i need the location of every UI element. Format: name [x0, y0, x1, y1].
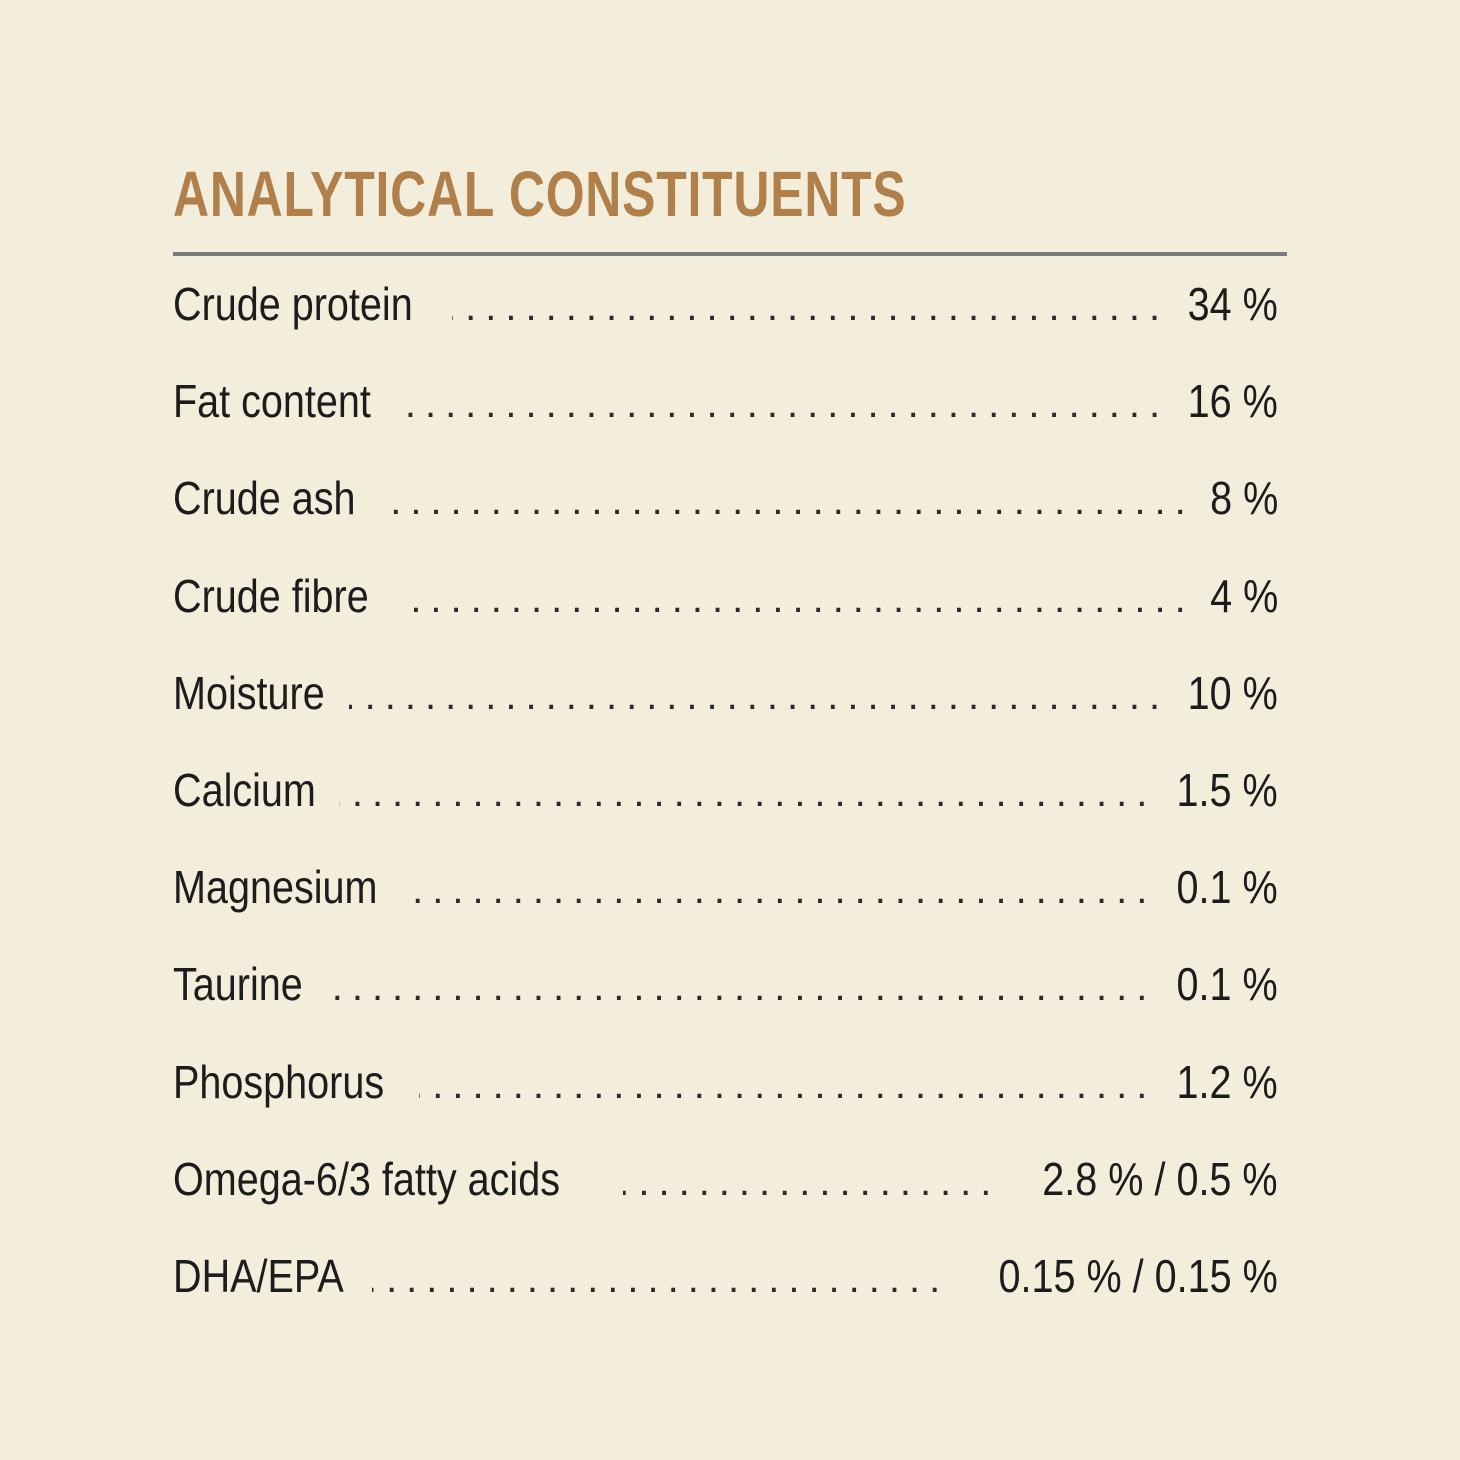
dot-leader: ........................................… [411, 868, 1157, 913]
constituent-label: Crude ash [173, 472, 356, 525]
constituent-row-crude-protein: Crude protein ..........................… [173, 256, 1278, 353]
section-title: ANALYTICAL CONSTITUENTS [173, 158, 907, 230]
constituent-value: 1.5 % [1176, 763, 1278, 816]
constituent-row-crude-fibre: Crude fibre ............................… [173, 548, 1278, 645]
constituent-value: 0.1 % [1176, 861, 1278, 914]
constituent-value: 2.8 % / 0.5 % [1042, 1152, 1278, 1205]
constituent-value: 0.1 % [1176, 958, 1278, 1011]
dot-leader: ........................................… [419, 1062, 1157, 1107]
constituent-row-magnesium: Magnesium ..............................… [173, 839, 1278, 936]
constituent-value: 16 % [1187, 375, 1278, 428]
dot-leader: ........................................… [372, 1256, 950, 1301]
constituent-value: 34 % [1187, 278, 1278, 330]
dot-leader: ........................................… [401, 576, 1195, 621]
constituent-label: Magnesium [173, 861, 378, 914]
constituents-list: Crude protein ..........................… [173, 256, 1287, 1325]
analytical-constituents-panel: ANALYTICAL CONSTITUENTS Crude protein ..… [173, 150, 1287, 1325]
constituent-label: Crude protein [173, 278, 413, 330]
constituent-label: Fat content [173, 375, 371, 428]
constituent-value: 4 % [1209, 569, 1278, 622]
dot-leader: ........................................… [385, 479, 1195, 524]
dot-leader: ........................................… [452, 285, 1170, 329]
constituent-row-calcium: Calcium ................................… [173, 742, 1278, 839]
constituent-value: 0.15 % / 0.15 % [998, 1249, 1278, 1302]
constituent-label: Omega-6/3 fatty acids [173, 1152, 560, 1205]
constituent-row-moisture: Moisture ...............................… [173, 645, 1278, 742]
constituent-row-dha-epa: DHA/EPA ................................… [173, 1228, 1278, 1325]
constituent-label: Phosphorus [173, 1055, 385, 1108]
constituent-label: Moisture [173, 666, 325, 719]
constituent-label: Taurine [173, 958, 303, 1011]
constituent-value: 1.2 % [1176, 1055, 1278, 1108]
constituent-row-crude-ash: Crude ash ..............................… [173, 450, 1278, 547]
dot-leader: ........................................… [323, 965, 1157, 1010]
constituent-label: DHA/EPA [173, 1249, 344, 1302]
title-divider [173, 252, 1287, 256]
constituent-label: Calcium [173, 763, 316, 816]
dot-leader: ........................................… [622, 1159, 1001, 1204]
constituent-row-phosphorus: Phosphorus .............................… [173, 1034, 1278, 1131]
constituent-value: 8 % [1209, 472, 1278, 525]
dot-leader: ........................................… [339, 770, 1157, 815]
constituent-row-fat-content: Fat content ............................… [173, 353, 1278, 450]
constituent-row-omega-fatty-acids: Omega-6/3 fatty acids ..................… [173, 1131, 1278, 1228]
dot-leader: ........................................… [403, 382, 1170, 427]
dot-leader: ........................................… [349, 673, 1170, 718]
constituent-value: 10 % [1187, 666, 1278, 719]
constituent-row-taurine: Taurine ................................… [173, 936, 1278, 1033]
constituent-label: Crude fibre [173, 569, 369, 622]
